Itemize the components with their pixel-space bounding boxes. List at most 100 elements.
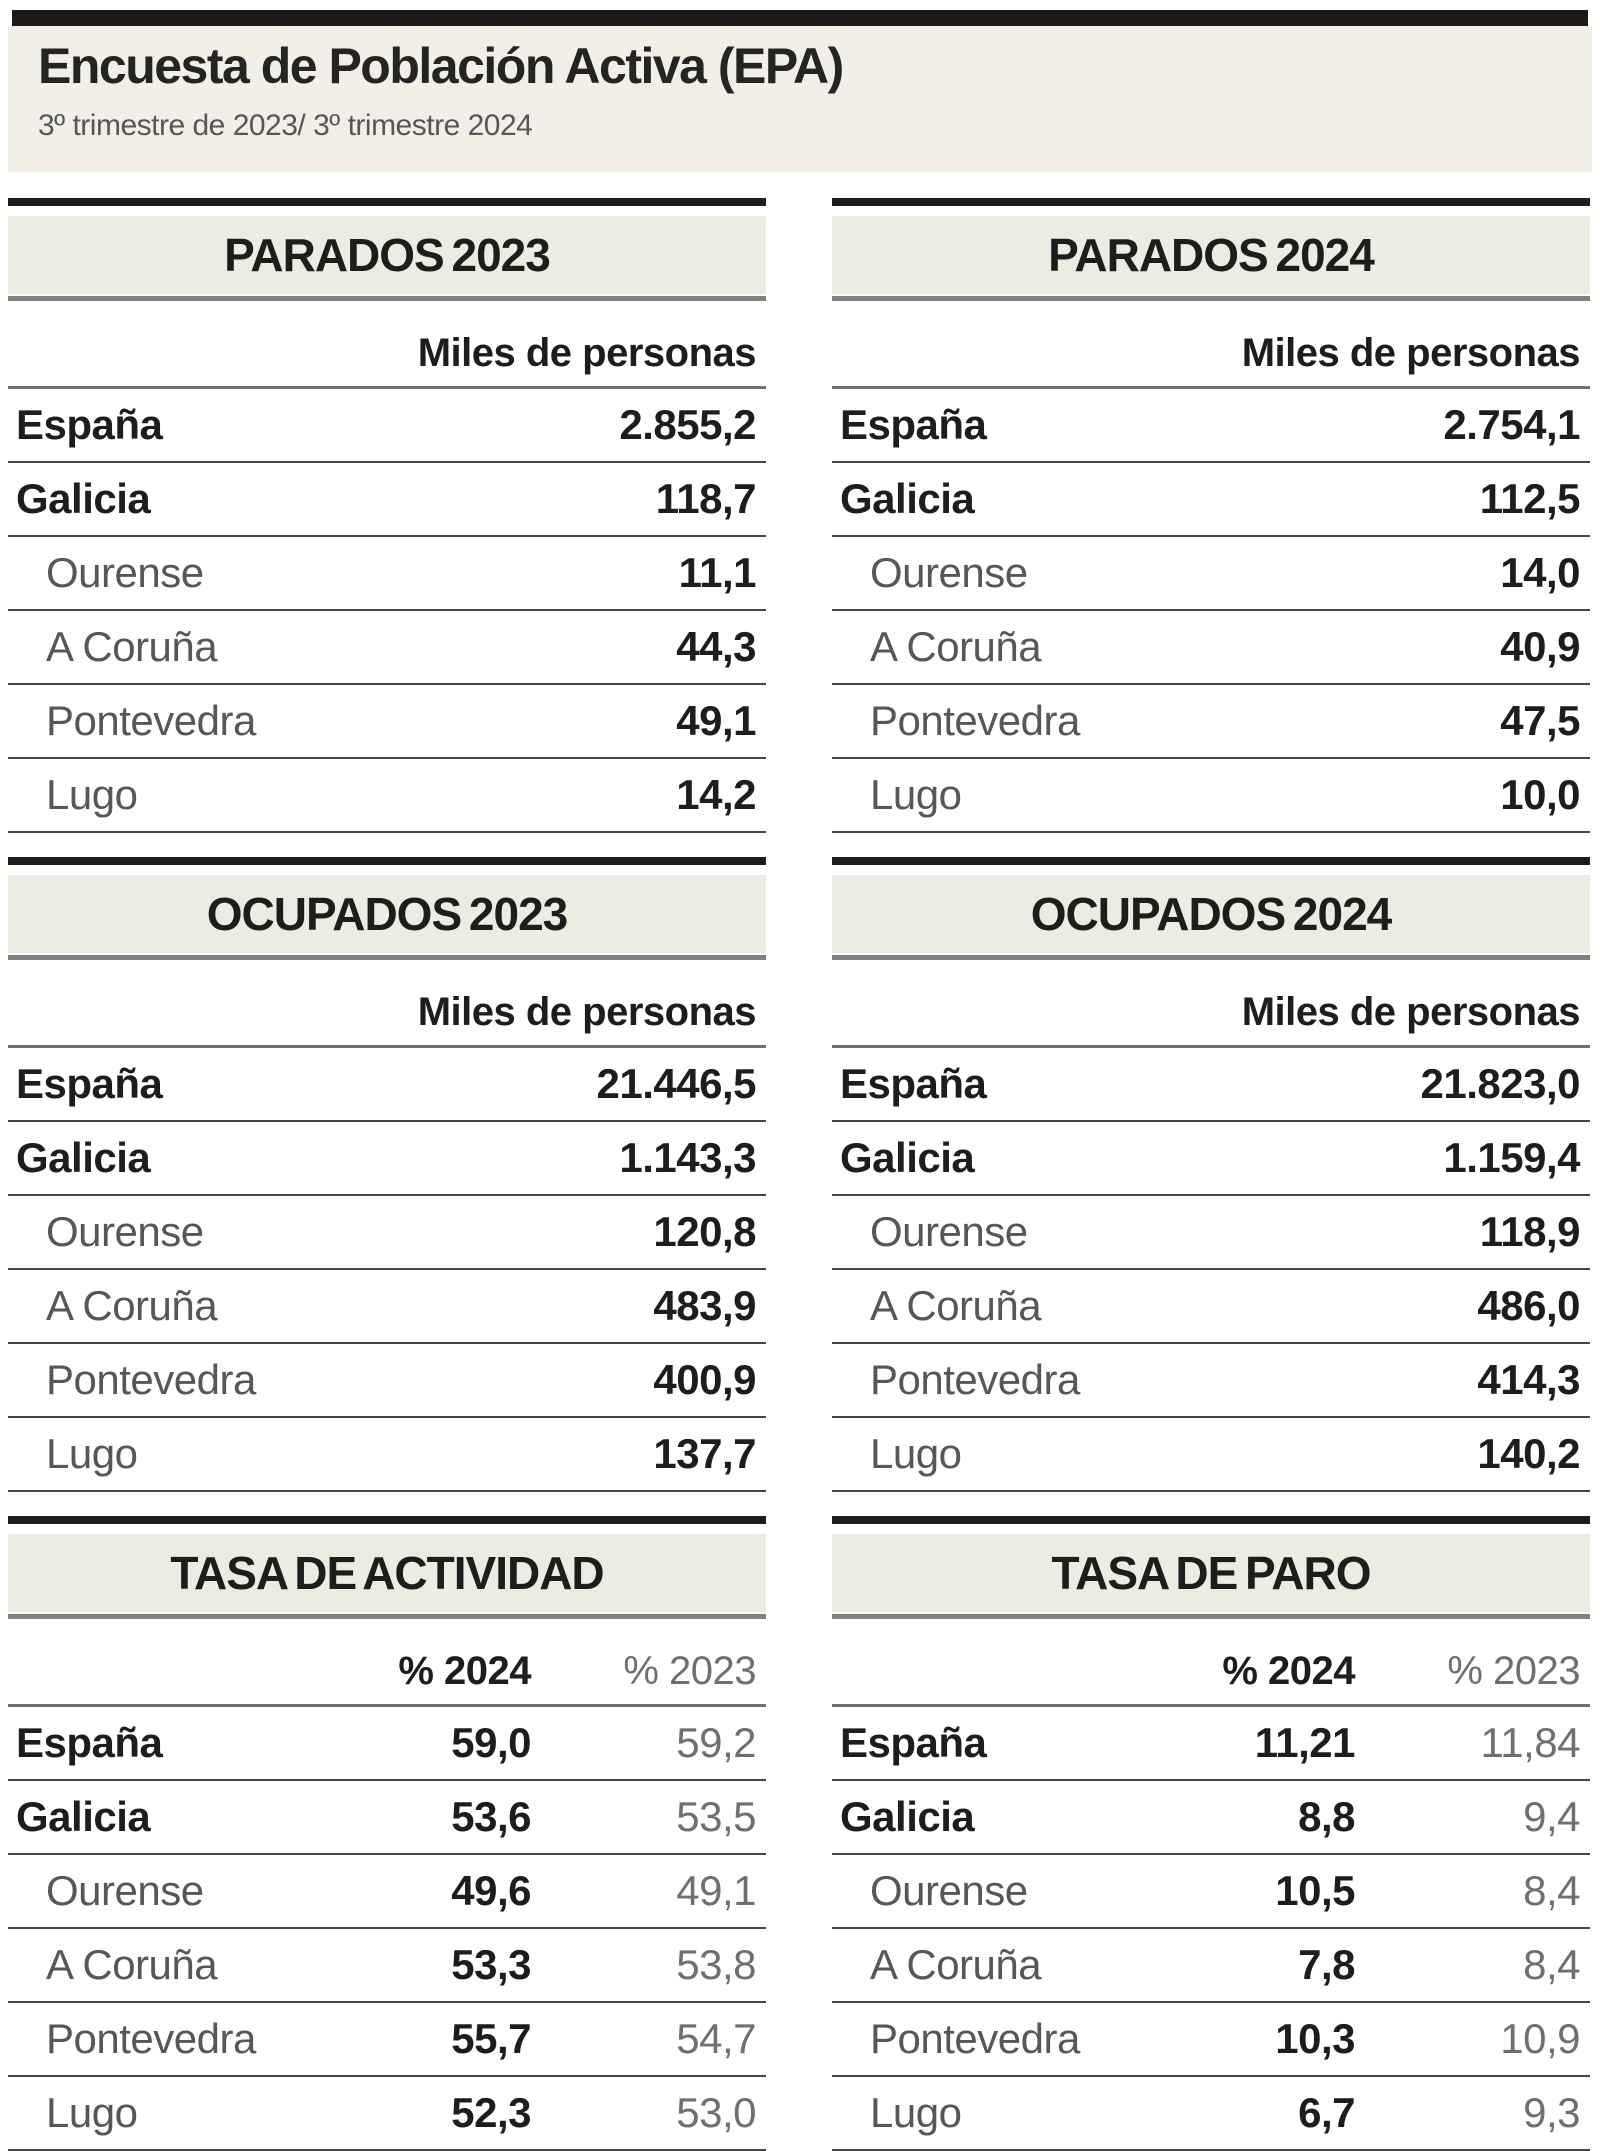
- row-value: 486,0: [1477, 1282, 1580, 1329]
- row-label: Lugo: [46, 771, 138, 818]
- row-label: España: [16, 1719, 163, 1766]
- table-title-band: PARADOS 2024: [832, 216, 1590, 294]
- table-row: Pontevedra 414,3: [832, 1344, 1590, 1418]
- table-band-rule: [8, 955, 766, 960]
- row-value-2024: 52,3: [451, 2089, 531, 2136]
- row-value: 140,2: [1477, 1430, 1580, 1477]
- table-row: Galicia 112,5: [832, 463, 1590, 537]
- column-headers: Miles de personas: [8, 960, 766, 1048]
- row-label: Galicia: [840, 1134, 975, 1181]
- row-value-2024: 10,5: [1275, 1867, 1355, 1914]
- table-title-band: PARADOS 2023: [8, 216, 766, 294]
- row-value: 21.823,0: [1420, 1060, 1581, 1107]
- page-subtitle: 3º trimestre de 2023/ 3º trimestre 2024: [38, 109, 533, 142]
- row-value-2023: 49,1: [676, 1867, 756, 1914]
- table-title: TASA DE PARO: [1051, 1547, 1371, 1599]
- row-label: Lugo: [870, 2089, 962, 2136]
- table-ocupados-2023: OCUPADOS 2023 Miles de personas España 2…: [8, 857, 766, 1492]
- row-value-2024: 7,8: [1298, 1941, 1355, 1988]
- unit-header: Miles de personas: [417, 331, 757, 375]
- row-value-2023: 8,4: [1523, 1867, 1580, 1914]
- row-value-2023: 11,84: [1480, 1719, 1581, 1766]
- table-band-rule: [8, 1614, 766, 1619]
- tables-grid: PARADOS 2023 Miles de personas España 2.…: [8, 198, 1590, 2151]
- row-label: España: [16, 1060, 163, 1107]
- table-top-rule: [8, 198, 766, 206]
- table-row: Pontevedra 47,5: [832, 685, 1590, 759]
- table-row: Ourense 14,0: [832, 537, 1590, 611]
- row-value-2023: 54,7: [676, 2015, 756, 2062]
- row-value-2024: 49,6: [451, 1867, 531, 1914]
- table-row: Lugo 6,7 9,3: [832, 2077, 1590, 2151]
- row-label: A Coruña: [46, 1941, 218, 1988]
- table-row: Ourense 49,6 49,1: [8, 1855, 766, 1929]
- table-row: España 2.855,2: [8, 389, 766, 463]
- table-parados-2023: PARADOS 2023 Miles de personas España 2.…: [8, 198, 766, 833]
- table-rows: España 2.754,1 Galicia 112,5 Ourense 14,…: [832, 389, 1590, 833]
- row-value: 40,9: [1500, 623, 1580, 670]
- row-label: Galicia: [16, 475, 151, 522]
- row-label: Pontevedra: [870, 2015, 1080, 2062]
- row-label: Ourense: [46, 549, 204, 596]
- row-value: 400,9: [653, 1356, 756, 1403]
- row-label: Pontevedra: [46, 697, 256, 744]
- table-row: Lugo 10,0: [832, 759, 1590, 833]
- table-rows: España 21.446,5 Galicia 1.143,3 Ourense …: [8, 1048, 766, 1492]
- table-top-rule: [8, 1516, 766, 1524]
- row-label: Pontevedra: [46, 2015, 256, 2062]
- row-value: 49,1: [676, 697, 756, 744]
- row-value-2024: 11,21: [1254, 1719, 1356, 1766]
- row-value-2024: 55,7: [451, 2015, 531, 2062]
- table-title-band: TASA DE ACTIVIDAD: [8, 1534, 766, 1612]
- table-top-rule: [832, 198, 1590, 206]
- table-row: Galicia 118,7: [8, 463, 766, 537]
- table-row: España 2.754,1: [832, 389, 1590, 463]
- row-label: Ourense: [46, 1867, 204, 1914]
- table-row: Galicia 1.159,4: [832, 1122, 1590, 1196]
- row-label: Galicia: [16, 1793, 151, 1840]
- row-label: Lugo: [46, 2089, 138, 2136]
- row-label: Galicia: [16, 1134, 151, 1181]
- row-label: Lugo: [870, 771, 962, 818]
- table-row: Pontevedra 49,1: [8, 685, 766, 759]
- table-row: Galicia 53,6 53,5: [8, 1781, 766, 1855]
- row-value-2023: 53,8: [676, 1941, 756, 1988]
- table-rows: España 21.823,0 Galicia 1.159,4 Ourense …: [832, 1048, 1590, 1492]
- row-label: España: [840, 1719, 987, 1766]
- table-row: Galicia 1.143,3: [8, 1122, 766, 1196]
- row-label: Galicia: [840, 475, 975, 522]
- column-headers: Miles de personas: [8, 301, 766, 389]
- row-value: 2.754,1: [1443, 401, 1580, 448]
- row-value-2023: 8,4: [1523, 1941, 1580, 1988]
- table-row: Galicia 8,8 9,4: [832, 1781, 1590, 1855]
- row-label: Pontevedra: [46, 1356, 256, 1403]
- row-label: A Coruña: [46, 1282, 218, 1329]
- row-value-2024: 53,6: [451, 1793, 531, 1840]
- table-row: Ourense 118,9: [832, 1196, 1590, 1270]
- row-value-2023: 53,5: [676, 1793, 756, 1840]
- row-value: 118,7: [655, 475, 757, 522]
- table-rows: España 11,21 11,84 Galicia 8,8 9,4 Ouren…: [832, 1707, 1590, 2151]
- table-title: OCUPADOS 2024: [1030, 888, 1393, 940]
- row-label: Pontevedra: [870, 697, 1080, 744]
- table-row: A Coruña 486,0: [832, 1270, 1590, 1344]
- row-value: 1.159,4: [1443, 1134, 1580, 1181]
- table-row: Pontevedra 400,9: [8, 1344, 766, 1418]
- table-top-rule: [832, 857, 1590, 865]
- row-value-2024: 59,0: [451, 1719, 531, 1766]
- page-title: Encuesta de Población Activa (EPA): [38, 38, 844, 94]
- table-title-band: TASA DE PARO: [832, 1534, 1590, 1612]
- table-row: Pontevedra 10,3 10,9: [832, 2003, 1590, 2077]
- table-parados-2024: PARADOS 2024 Miles de personas España 2.…: [832, 198, 1590, 833]
- row-label: A Coruña: [870, 1282, 1042, 1329]
- col-header-2024: % 2024: [1222, 1649, 1355, 1693]
- row-value-2023: 53,0: [676, 2089, 756, 2136]
- row-label: Lugo: [870, 1430, 962, 1477]
- table-top-rule: [832, 1516, 1590, 1524]
- table-row: Ourense 11,1: [8, 537, 766, 611]
- row-value-2023: 9,3: [1523, 2089, 1580, 2136]
- row-label: A Coruña: [46, 623, 218, 670]
- table-row: España 11,21 11,84: [832, 1707, 1590, 1781]
- col-header-2023: % 2023: [623, 1649, 756, 1693]
- row-value: 120,8: [653, 1208, 756, 1255]
